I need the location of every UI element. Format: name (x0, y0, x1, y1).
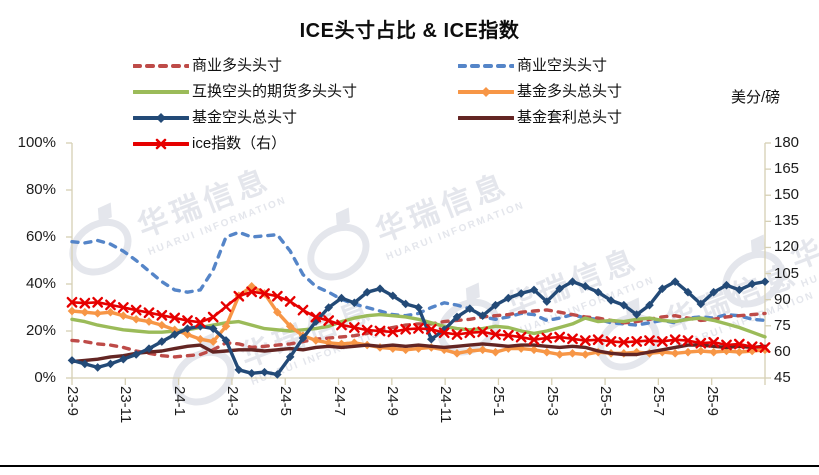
legend-line-sample (133, 138, 189, 150)
y-left-tick-label: 100% (17, 134, 56, 151)
y-right-tick-label: 165 (774, 160, 800, 178)
legend-line-sample (133, 64, 189, 68)
y-right-tick-label: 105 (774, 264, 800, 282)
legend-item-commercial-short: 商业空头头寸 (458, 57, 607, 75)
bottom-divider (0, 465, 819, 467)
y-left-tick-label: 80% (25, 181, 56, 198)
y-right-tick-label: 180 (774, 134, 800, 151)
y-right-tick-label: 75 (774, 316, 791, 334)
x-tick-label: 24-3 (223, 386, 241, 417)
y-left-tick-label: 40% (25, 275, 56, 292)
legend-label: 基金套利总头寸 (517, 109, 623, 126)
x-tick-label: 24-9 (383, 386, 401, 417)
legend-label: 商业多头头寸 (192, 57, 283, 74)
x-tick-label: 24-7 (330, 386, 348, 417)
x-tick-label: 24-11 (437, 386, 455, 424)
x-tick-label: 25-5 (597, 386, 615, 417)
legend-label: 基金空头总头寸 (192, 109, 298, 126)
y-left-tick-label: 20% (25, 322, 56, 339)
legend-label: 商业空头头寸 (517, 57, 608, 74)
legend-line-sample (133, 113, 189, 123)
right-axis-unit-label: 美分/磅 (731, 89, 781, 106)
x-tick-label: 24-5 (277, 386, 295, 417)
x-tick-label: 25-9 (703, 386, 721, 417)
y-right-tick-label: 45 (774, 369, 791, 386)
y-right-tick-label: 120 (774, 238, 800, 256)
y-right-tick-label: 90 (774, 290, 791, 308)
legend-line-sample (458, 87, 514, 97)
legend-label: ice指数（右） (192, 135, 287, 152)
legend-line-sample (458, 64, 514, 68)
x-tick-label: 23-9 (64, 386, 81, 417)
legend-item-ice-index: ice指数（右） (133, 135, 286, 153)
chart-title: ICE头寸占比 & ICE指数 (299, 20, 520, 42)
legend-item-fund-long: 基金多头总头寸 (458, 83, 622, 101)
y-right-tick-label: 135 (774, 212, 800, 230)
legend-line-sample (458, 116, 514, 120)
y-left-tick-label: 60% (25, 228, 56, 245)
legend-line-sample (133, 90, 189, 94)
y-left-tick-label: 0% (34, 369, 56, 386)
x-tick-label: 24-1 (170, 386, 188, 417)
x-tick-label: 25-1 (490, 386, 508, 417)
legend-label: 基金多头总头寸 (517, 83, 623, 100)
y-right-tick-label: 150 (774, 186, 800, 204)
legend-item-commercial-long: 商业多头头寸 (133, 57, 282, 75)
x-tick-label: 25-3 (543, 386, 561, 417)
legend-item-swap-long: 互换空头的期货多头头寸 (133, 83, 357, 101)
y-right-tick-label: 60 (774, 342, 791, 360)
x-tick-label: 23-11 (117, 386, 135, 424)
legend-item-fund-short: 基金空头总头寸 (133, 109, 297, 127)
legend-item-fund-spread: 基金套利总头寸 (458, 109, 622, 127)
x-tick-label: 25-7 (650, 386, 668, 417)
legend-label: 互换空头的期货多头头寸 (192, 83, 358, 100)
